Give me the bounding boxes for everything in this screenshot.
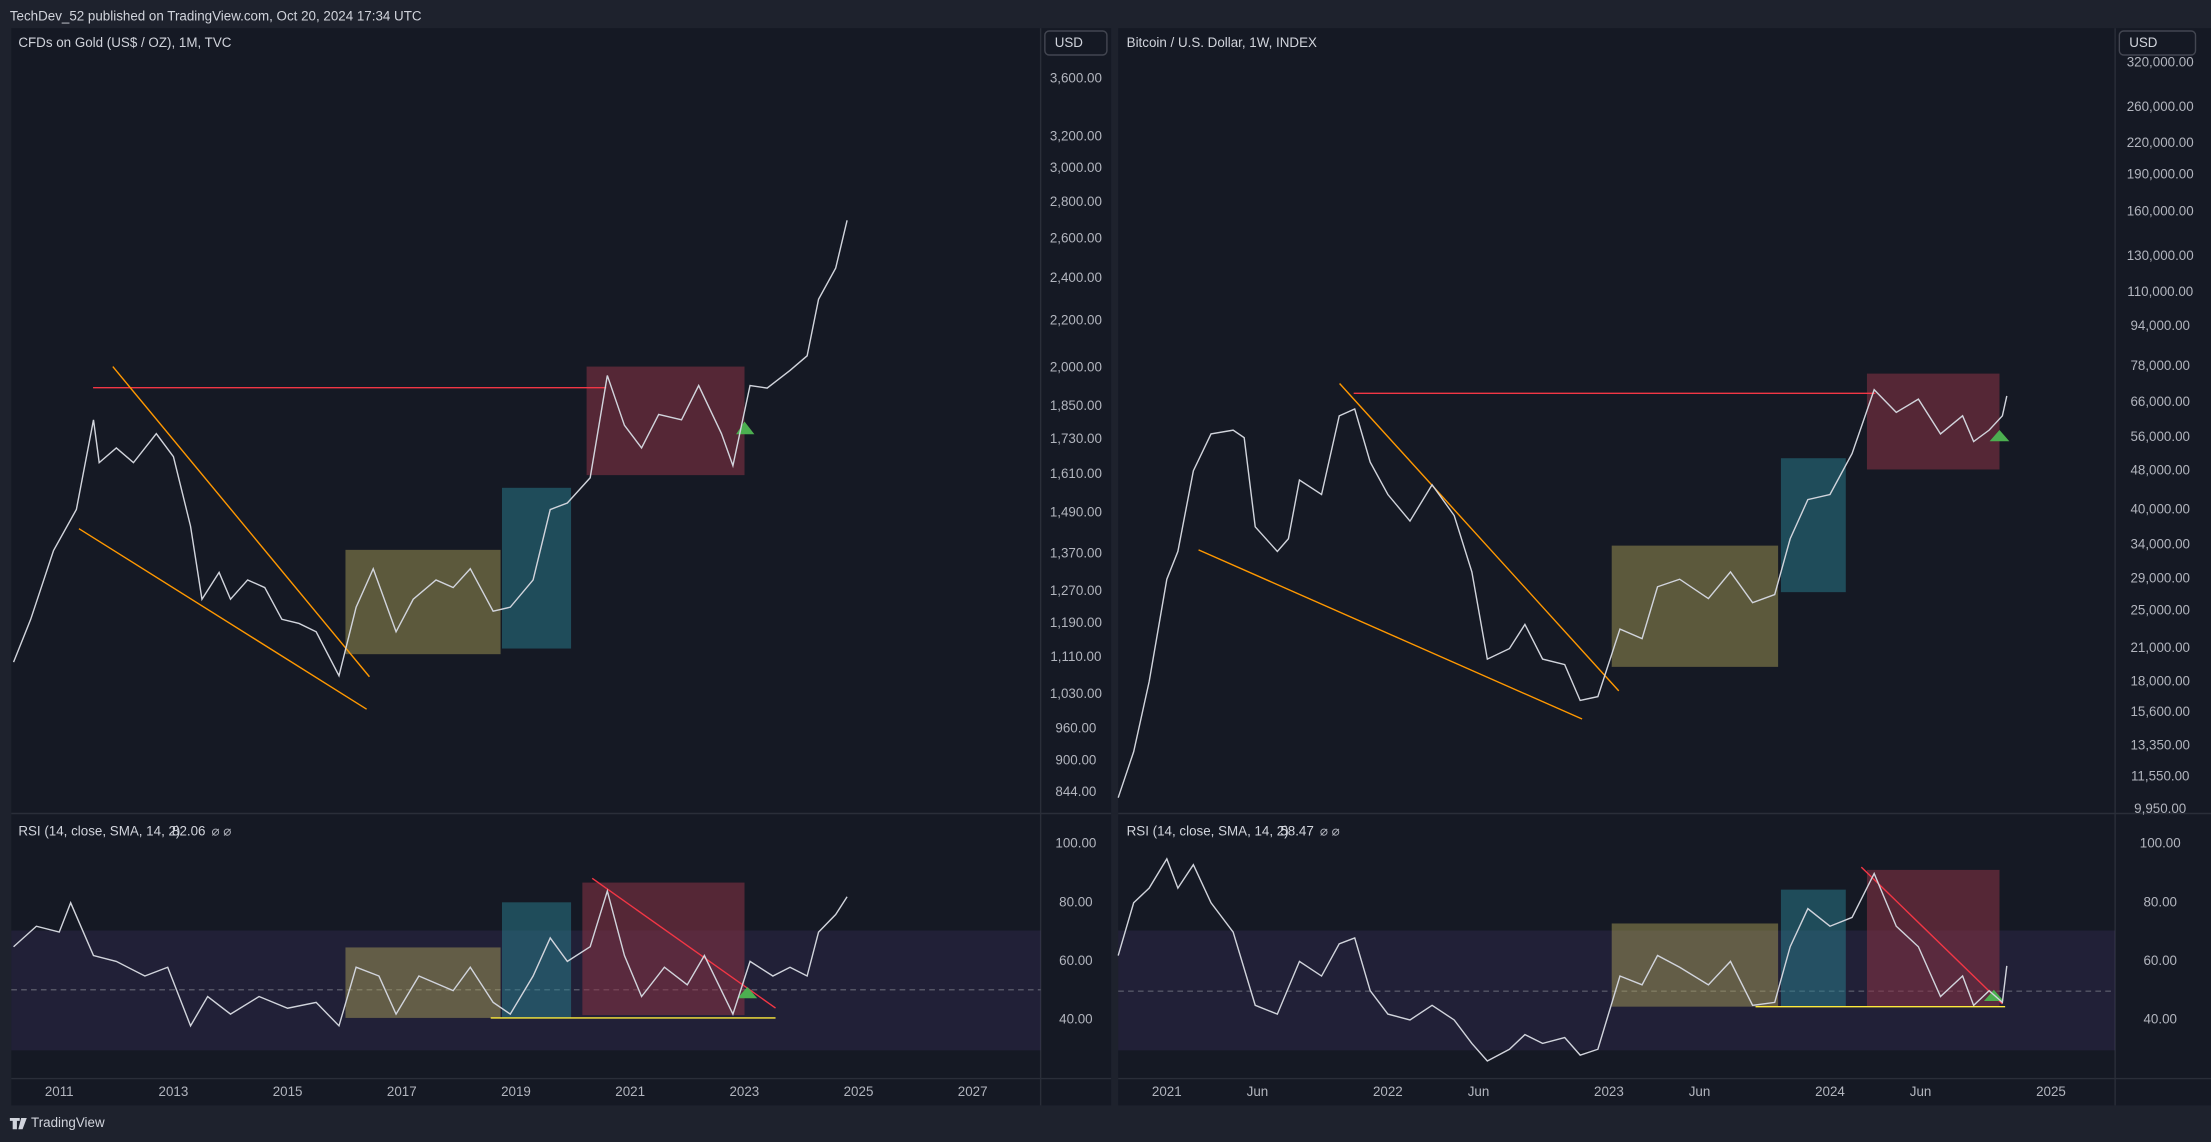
y-tick-label: 1,490.00 — [1050, 504, 1102, 519]
icons: ⌀ ⌀ — [212, 823, 232, 838]
indicator-title: RSI (14, close, SMA, 14, 2) — [18, 823, 180, 838]
y-tick-label: 2,200.00 — [1050, 313, 1102, 328]
price-line — [12, 220, 848, 678]
x-tick-label: Jun — [1247, 1084, 1269, 1099]
y-tick-label: 3,000.00 — [1050, 160, 1102, 175]
y-tick-label: 2,400.00 — [1050, 270, 1102, 285]
y-tick-label: 190,000.00 — [2127, 167, 2194, 182]
y-tick-label: 1,190.00 — [1050, 615, 1102, 630]
y-tick-label: 260,000.00 — [2127, 99, 2194, 114]
y-tick-label: 56,000.00 — [2130, 429, 2190, 444]
y-tick-label: 48,000.00 — [2130, 462, 2190, 477]
price-line — [1117, 388, 2008, 798]
y-tick-label: 100.00 — [1055, 836, 1096, 851]
x-tick-label: 2021 — [1152, 1084, 1182, 1099]
indicator-value: 82.06 — [172, 823, 205, 838]
y-tick-label: 78,000.00 — [2130, 358, 2190, 373]
y-tick-label: 21,000.00 — [2130, 640, 2190, 655]
chart-title: Bitcoin / U.S. Dollar, 1W, INDEX — [1127, 35, 1317, 50]
y-tick-label: 94,000.00 — [2130, 318, 2190, 333]
right-panel — [1118, 28, 2211, 1106]
y-tick-label: 1,370.00 — [1050, 546, 1102, 561]
y-tick-label: 1,270.00 — [1050, 583, 1102, 598]
brand: TradingView — [31, 1115, 105, 1130]
y-tick-label: 66,000.00 — [2130, 394, 2190, 409]
y-tick-label: 40.00 — [2143, 1011, 2176, 1026]
x-tick-label: 2015 — [273, 1084, 303, 1099]
x-tick-label: 2023 — [1594, 1084, 1624, 1099]
y-tick-label: 34,000.00 — [2130, 537, 2190, 552]
x-tick-label: 2024 — [1815, 1084, 1845, 1099]
y-tick-label: 160,000.00 — [2127, 203, 2194, 218]
y-tick-label: 2,000.00 — [1050, 360, 1102, 375]
indicator-value: 58.47 — [1280, 823, 1313, 838]
y-tick-label: 29,000.00 — [2130, 571, 2190, 586]
x-tick-label: Jun — [1468, 1084, 1490, 1099]
separators — [11, 28, 2211, 1106]
y-tick-label: 1,110.00 — [1050, 649, 1101, 664]
x-tick-label: Jun — [1910, 1084, 1932, 1099]
y-tick-label: 3,200.00 — [1050, 128, 1102, 143]
y-tick-label: 900.00 — [1055, 752, 1096, 767]
y-tick-label: 844.00 — [1055, 784, 1096, 799]
y-tick-label: 130,000.00 — [2127, 248, 2194, 263]
y-tick-label: 15,600.00 — [2130, 704, 2190, 719]
x-tick-label: 2025 — [844, 1084, 874, 1099]
y-tick-label: 80.00 — [2143, 894, 2176, 909]
chart-title: CFDs on Gold (US$ / OZ), 1M, TVC — [18, 35, 231, 50]
y-tick-label: 2,600.00 — [1050, 230, 1102, 245]
indicator-title: RSI (14, close, SMA, 14, 2) — [1127, 823, 1289, 838]
x-tick-label: Jun — [1689, 1084, 1711, 1099]
x-tick-label: 2011 — [45, 1084, 74, 1099]
y-tick-label: 80.00 — [1059, 894, 1092, 909]
publisher: TechDev_52 published on TradingView.com,… — [10, 8, 422, 23]
y-tick-label: 1,730.00 — [1050, 431, 1102, 446]
y-tick-label: 25,000.00 — [2130, 603, 2190, 618]
price-line — [13, 888, 848, 1028]
y-tick-label: 9,950.00 — [2134, 801, 2186, 816]
btc-drawings — [1198, 373, 2010, 1008]
currency[interactable]: USD — [1055, 35, 1084, 50]
x-tick-label: 2013 — [159, 1084, 189, 1099]
y-tick-label: 320,000.00 — [2127, 54, 2194, 69]
y-tick-label: 13,350.00 — [2130, 738, 2190, 753]
y-tick-label: 1,610.00 — [1050, 466, 1102, 481]
y-tick-label: 2,800.00 — [1050, 194, 1102, 209]
currency[interactable]: USD — [2129, 35, 2158, 50]
y-tick-label: 110,000.00 — [2127, 284, 2193, 299]
x-tick-label: 2021 — [615, 1084, 645, 1099]
price-line — [1117, 857, 2008, 1062]
logo — [9, 1118, 27, 1130]
currency-button[interactable] — [1044, 30, 1108, 56]
y-tick-label: 960.00 — [1055, 721, 1096, 736]
y-tick-label: 1,030.00 — [1050, 686, 1102, 701]
y-tick-label: 100.00 — [2140, 836, 2181, 851]
y-tick-label: 60.00 — [1059, 953, 1092, 968]
y-tick-label: 40.00 — [1059, 1011, 1092, 1026]
gold-drawings — [78, 366, 776, 1019]
x-tick-label: 2027 — [958, 1084, 988, 1099]
y-tick-label: 60.00 — [2143, 953, 2176, 968]
x-tick-label: 2017 — [387, 1084, 417, 1099]
x-tick-label: 2025 — [2036, 1084, 2066, 1099]
y-tick-label: 220,000.00 — [2127, 135, 2194, 150]
y-tick-label: 1,850.00 — [1050, 398, 1102, 413]
y-tick-label: 40,000.00 — [2130, 502, 2190, 517]
y-tick-label: 3,600.00 — [1050, 70, 1102, 85]
currency-button[interactable] — [2118, 30, 2197, 56]
icons: ⌀ ⌀ — [1320, 823, 1340, 838]
x-tick-label: 2022 — [1373, 1084, 1403, 1099]
y-tick-label: 11,550.00 — [2131, 769, 2190, 784]
x-tick-label: 2019 — [501, 1084, 531, 1099]
y-tick-label: 18,000.00 — [2130, 673, 2190, 688]
x-tick-label: 2023 — [729, 1084, 759, 1099]
